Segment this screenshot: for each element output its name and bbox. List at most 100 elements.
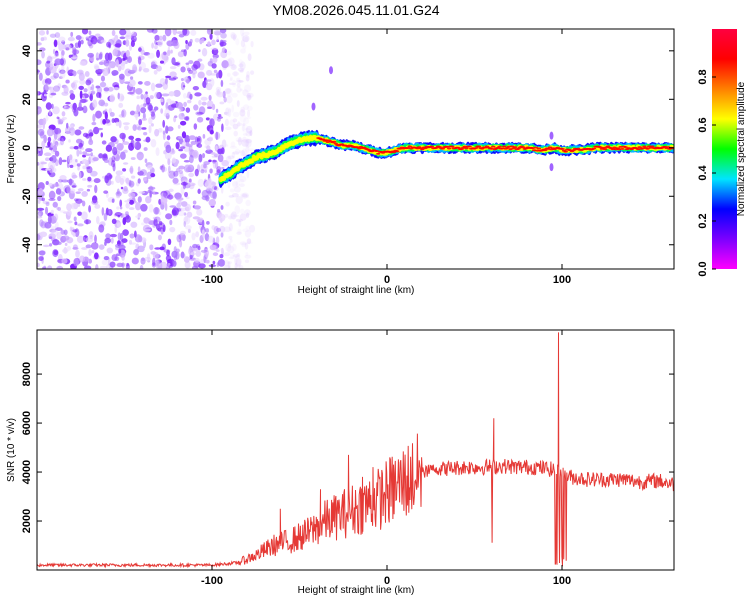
noise-blob: [135, 202, 141, 211]
noise-blob: [103, 159, 110, 164]
noise-blob: [188, 135, 196, 141]
noise-blob: [240, 48, 246, 54]
noise-blob: [124, 34, 132, 40]
noise-blob: [69, 226, 73, 232]
noise-blob: [164, 202, 168, 212]
noise-blob: [119, 29, 127, 36]
noise-blob: [229, 77, 233, 82]
noise-blob: [227, 108, 232, 118]
noise-blob: [225, 107, 232, 114]
noise-blob: [98, 153, 104, 159]
noise-blob: [227, 261, 232, 264]
noise-blob: [224, 259, 230, 267]
noise-blob: [183, 164, 191, 173]
y-tick-label: 8000: [21, 362, 33, 386]
noise-blob: [138, 47, 142, 52]
noise-blob: [196, 112, 204, 115]
noise-blob: [135, 215, 141, 218]
noise-blob: [48, 182, 54, 187]
ridge-segment: [620, 147, 625, 150]
noise-blob: [104, 122, 112, 126]
ridge-segment: [407, 145, 412, 148]
noise-blob: [212, 244, 218, 251]
noise-blob: [205, 187, 213, 194]
noise-blob: [230, 141, 236, 148]
noise-blob: [144, 256, 152, 262]
noise-blob: [242, 136, 247, 143]
noise-blob: [188, 60, 194, 65]
noise-blob: [166, 259, 173, 263]
noise-blob: [157, 234, 162, 241]
noise-blob: [45, 114, 49, 122]
noise-blob: [47, 54, 52, 62]
noise-blob: [150, 139, 157, 148]
noise-blob: [78, 85, 85, 90]
noise-blob: [234, 262, 238, 269]
noise-blob: [236, 258, 241, 268]
noise-blob: [79, 71, 83, 76]
noise-blob: [148, 125, 152, 134]
noise-blob: [220, 79, 224, 88]
ridge-segment: [497, 145, 502, 148]
noise-blob: [103, 190, 109, 194]
noise-blob: [229, 82, 236, 86]
noise-blob: [244, 230, 252, 238]
ridge-segment: [591, 147, 597, 150]
noise-blob: [104, 108, 108, 113]
noise-blob: [235, 264, 242, 268]
noise-blob: [84, 265, 92, 269]
noise-blob: [242, 133, 248, 136]
noise-blob: [232, 111, 240, 118]
noise-blob: [129, 233, 135, 239]
noise-blob: [153, 106, 159, 111]
noise-blob: [137, 166, 141, 173]
noise-blob: [99, 81, 107, 88]
noise-blob: [201, 101, 207, 106]
noise-blob: [244, 254, 252, 259]
noise-blob: [171, 57, 176, 65]
noise-blob: [100, 39, 106, 44]
noise-blob: [137, 56, 142, 65]
noise-blob: [172, 260, 177, 267]
x-tick-label: 100: [553, 575, 571, 587]
noise-blob: [140, 49, 145, 56]
noise-blob: [246, 105, 253, 111]
noise-blob: [165, 144, 172, 154]
noise-blob: [54, 32, 61, 39]
noise-blob: [144, 94, 148, 98]
noise-blob: [115, 174, 122, 184]
noise-blob: [150, 82, 156, 92]
noise-blob: [243, 44, 247, 50]
y-tick-label: 0: [21, 145, 33, 151]
noise-blob: [183, 77, 189, 80]
noise-blob: [73, 47, 77, 56]
noise-blob: [198, 263, 206, 269]
noise-blob: [48, 190, 56, 200]
noise-blob: [138, 118, 143, 126]
noise-blob: [76, 163, 81, 167]
noise-blob: [157, 38, 163, 47]
noise-blob: [154, 247, 161, 250]
noise-blob: [194, 92, 202, 97]
noise-blob: [103, 212, 108, 221]
noise-blob: [169, 66, 177, 70]
noise-blob: [49, 56, 57, 59]
noise-blob: [127, 91, 134, 95]
noise-blob: [90, 90, 96, 95]
noise-blob: [70, 31, 74, 37]
noise-blob: [100, 75, 105, 82]
colorbar-gradient: [712, 29, 737, 269]
noise-blob: [163, 249, 171, 253]
noise-blob: [95, 85, 101, 89]
noise-blob: [77, 40, 82, 48]
noise-blob: [193, 60, 201, 70]
noise-blob: [87, 184, 93, 188]
noise-blob: [122, 168, 127, 172]
noise-blob: [154, 91, 161, 99]
noise-blob: [153, 44, 158, 50]
noise-blob: [126, 55, 133, 64]
noise-blob: [231, 243, 237, 252]
noise-blob: [187, 228, 191, 233]
noise-blob: [52, 106, 60, 115]
noise-blob: [145, 196, 152, 204]
